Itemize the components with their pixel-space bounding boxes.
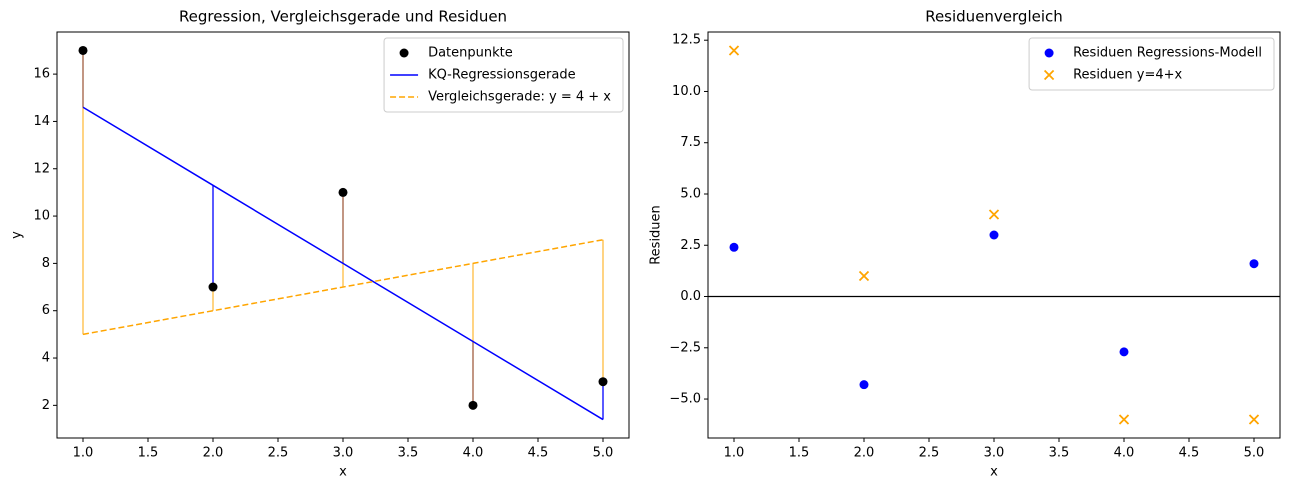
legend-label: Residuen Regressions-Modell	[1073, 46, 1262, 61]
x-tick-label: 2.0	[854, 446, 875, 461]
marker-x-stroke	[988, 209, 1000, 220]
marker-x-stroke	[728, 45, 740, 56]
y-tick-label: 6	[42, 303, 50, 318]
marker-x-stroke	[1043, 69, 1055, 81]
x-tick-label: 4.0	[463, 446, 484, 461]
marker-x	[728, 45, 740, 56]
legend-label: Datenpunkte	[428, 46, 513, 61]
y-axis-label: y	[10, 231, 25, 239]
marker-x	[858, 270, 870, 282]
legend: Residuen Regressions-Modell Residuen y=4+…	[1028, 37, 1275, 91]
x-axis-label: x	[990, 465, 998, 480]
marker-x	[1118, 414, 1130, 425]
x-tick-label: 5.0	[593, 446, 614, 461]
point	[859, 380, 869, 390]
point	[598, 377, 608, 387]
y-tick-label: 5.0	[680, 186, 701, 201]
line	[82, 238, 604, 336]
x-tick-label: 4.0	[1114, 446, 1135, 461]
y-tick-label: 12.5	[672, 33, 701, 48]
y-tick-label: 7.5	[680, 135, 701, 150]
marker-x-stroke	[858, 270, 870, 282]
y-tick-label: 14	[33, 114, 50, 129]
marker-x	[988, 209, 1000, 220]
x-tick-label: 1.5	[789, 446, 810, 461]
y-tick-label: −2.5	[669, 340, 701, 355]
legend-frame	[383, 37, 624, 113]
y-tick-label: 2	[42, 398, 50, 413]
legend-frame	[1028, 37, 1275, 91]
y-tick-label: 10.0	[672, 84, 701, 99]
marker-x-stroke	[1118, 414, 1130, 425]
y-axis-label: Residuen	[649, 205, 664, 265]
x-tick-label: 4.5	[528, 446, 549, 461]
y-tick-label: 8	[42, 256, 50, 271]
y-tick-label: 2.5	[680, 238, 701, 253]
point	[78, 45, 88, 55]
x-tick-label: 3.0	[333, 446, 354, 461]
marker-x	[1043, 69, 1055, 81]
y-tick-label: 0.0	[680, 289, 701, 304]
legend-label: KQ-Regressionsgerade	[428, 68, 576, 83]
marker-x	[1248, 414, 1260, 425]
point	[399, 48, 409, 58]
x-tick-label: 1.0	[724, 446, 745, 461]
point	[989, 230, 999, 240]
y-tick-label: 10	[33, 209, 50, 224]
x-axis-label: x	[339, 465, 347, 480]
point	[338, 187, 348, 197]
y-tick-label: 16	[33, 67, 50, 82]
x-tick-label: 2.5	[919, 446, 940, 461]
x-tick-label: 3.0	[984, 446, 1005, 461]
x-tick-label: 2.5	[268, 446, 289, 461]
x-tick-label: 2.0	[203, 446, 224, 461]
x-tick-label: 5.0	[1244, 446, 1265, 461]
x-tick-label: 3.5	[1049, 446, 1070, 461]
point	[208, 282, 218, 292]
y-tick-label: 12	[33, 161, 50, 176]
x-tick-label: 1.0	[73, 446, 94, 461]
y-tick-label: −5.0	[669, 392, 701, 407]
legend: Datenpunkte KQ-Regressionsgerade Vergleich…	[383, 37, 624, 113]
x-tick-label: 3.5	[398, 446, 419, 461]
chart-title: Residuenvergleich	[925, 8, 1063, 26]
x-tick-label: 4.5	[1179, 446, 1200, 461]
legend-label: Vergleichsgerade: y = 4 + x	[428, 90, 611, 105]
x-tick-label: 1.5	[138, 446, 159, 461]
plot-frame	[707, 31, 1281, 439]
legend-label: Residuen y=4+x	[1073, 68, 1182, 83]
marker-x-stroke	[1248, 414, 1260, 425]
plot-frame	[56, 31, 630, 439]
chart-title: Regression, Vergleichsgerade und Residue…	[179, 8, 507, 26]
point	[1119, 347, 1129, 357]
point	[1044, 48, 1054, 58]
point	[1249, 259, 1259, 269]
point	[729, 242, 739, 252]
line	[82, 106, 604, 421]
y-tick-label: 4	[42, 351, 50, 366]
point	[468, 400, 478, 410]
